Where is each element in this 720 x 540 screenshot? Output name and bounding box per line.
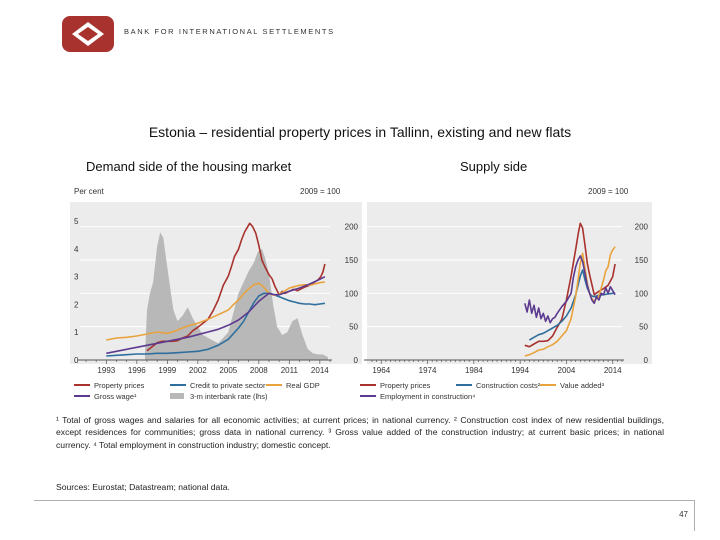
page-frame: [34, 500, 695, 531]
x-tick-label: 1964: [372, 366, 390, 375]
right-chart: 0 50 100 150 200 1964 1974 1984 1994 2004 2014 Prop…: [360, 202, 652, 401]
x-tick-label: 1999: [158, 366, 176, 375]
y-right-tick-label: 200: [345, 223, 359, 232]
footnote-4: ⁴ Total employment in construction indus…: [93, 439, 331, 450]
footnote-1: ¹ Total of gross wages and salaries for …: [56, 415, 451, 425]
left-panel-title: Demand side of the housing market: [86, 159, 292, 174]
charts-svg: 0 50 100 150 200 0 1 2 3 4 5 1993 1996 1999 2002 2005 20…: [70, 202, 652, 401]
x-tick-label: 2008: [250, 366, 268, 375]
footnote-2: ² Construction cost index of new residen…: [56, 415, 664, 438]
right-unit-rhs: 2009 = 100: [588, 187, 629, 196]
y-right-tick-label: 0: [644, 356, 649, 365]
footnotes: ¹ Total of gross wages and salaries for …: [56, 414, 664, 451]
bank-name: BANK FOR INTERNATIONAL SETTLEMENTS: [124, 27, 335, 36]
legend-label-property-prices: Property prices: [380, 381, 431, 390]
series-line-employment-in-construction: [524, 255, 616, 324]
y-left-tick-label: 0: [74, 356, 79, 365]
page-number: 47: [679, 510, 688, 519]
legend-label-property-prices: Property prices: [94, 381, 145, 390]
legend-label-gross-wage: Gross wage¹: [94, 392, 137, 401]
series-line-gross-wage: [106, 275, 326, 355]
sources: Sources: Eurostat; Datastream; national …: [56, 482, 230, 492]
right-panel-title: Supply side: [460, 159, 528, 174]
y-left-tick-label: 3: [74, 273, 79, 282]
y-right-tick-label: 150: [635, 256, 649, 265]
legend-label-construction-costs: Construction costs²: [476, 381, 541, 390]
x-tick-label: 1974: [419, 366, 437, 375]
legend-swatch: [170, 393, 184, 399]
series-area-3-m-interbank-rate-lhs: [144, 232, 328, 360]
left-chart: 0 50 100 150 200 0 1 2 3 4 5 1993 1996 1999 2002 2005 20…: [70, 202, 362, 401]
footnote-3: ³ Gross value added of the construction …: [56, 427, 665, 450]
legend-label-credit-to-private-sector: Credit to private sector: [190, 381, 266, 390]
y-left-tick-label: 5: [74, 217, 79, 226]
y-right-tick-label: 50: [639, 323, 648, 332]
x-tick-label: 1993: [97, 366, 115, 375]
y-right-tick-label: 150: [345, 256, 359, 265]
y-left-tick-label: 4: [74, 245, 79, 254]
series-line-property-prices: [524, 222, 616, 348]
x-tick-label: 2005: [219, 366, 237, 375]
y-left-tick-label: 1: [74, 328, 79, 337]
series-line-real-gdp: [106, 281, 326, 341]
x-tick-label: 2004: [558, 366, 576, 375]
x-tick-label: 2002: [189, 366, 207, 375]
y-right-tick-label: 200: [635, 223, 649, 232]
left-unit-rhs: 2009 = 100: [300, 187, 341, 196]
x-tick-label: 2014: [311, 366, 329, 375]
y-right-tick-label: 0: [354, 356, 359, 365]
bis-logo: [62, 16, 114, 52]
slide-title: Estonia – residential property prices in…: [148, 124, 572, 140]
x-tick-label: 1996: [128, 366, 146, 375]
legend-label-employment-in-construction: Employment in construction⁴: [380, 392, 475, 401]
y-left-tick-label: 2: [74, 300, 79, 309]
y-right-tick-label: 100: [345, 289, 359, 298]
x-tick-label: 2014: [604, 366, 622, 375]
legend-label-3-m-interbank-rate-lhs: 3-m interbank rate (lhs): [190, 392, 268, 401]
legend-label-value-added: Value added³: [560, 381, 605, 390]
y-right-tick-label: 50: [349, 323, 358, 332]
series-line-value-added: [524, 246, 616, 357]
y-right-tick-label: 100: [635, 289, 649, 298]
x-tick-label: 2011: [281, 366, 299, 375]
legend-label-real-gdp: Real GDP: [286, 381, 320, 390]
left-unit-lhs: Per cent: [74, 187, 104, 196]
x-tick-label: 1984: [465, 366, 483, 375]
plot-background: [367, 202, 652, 364]
x-tick-label: 1994: [511, 366, 529, 375]
